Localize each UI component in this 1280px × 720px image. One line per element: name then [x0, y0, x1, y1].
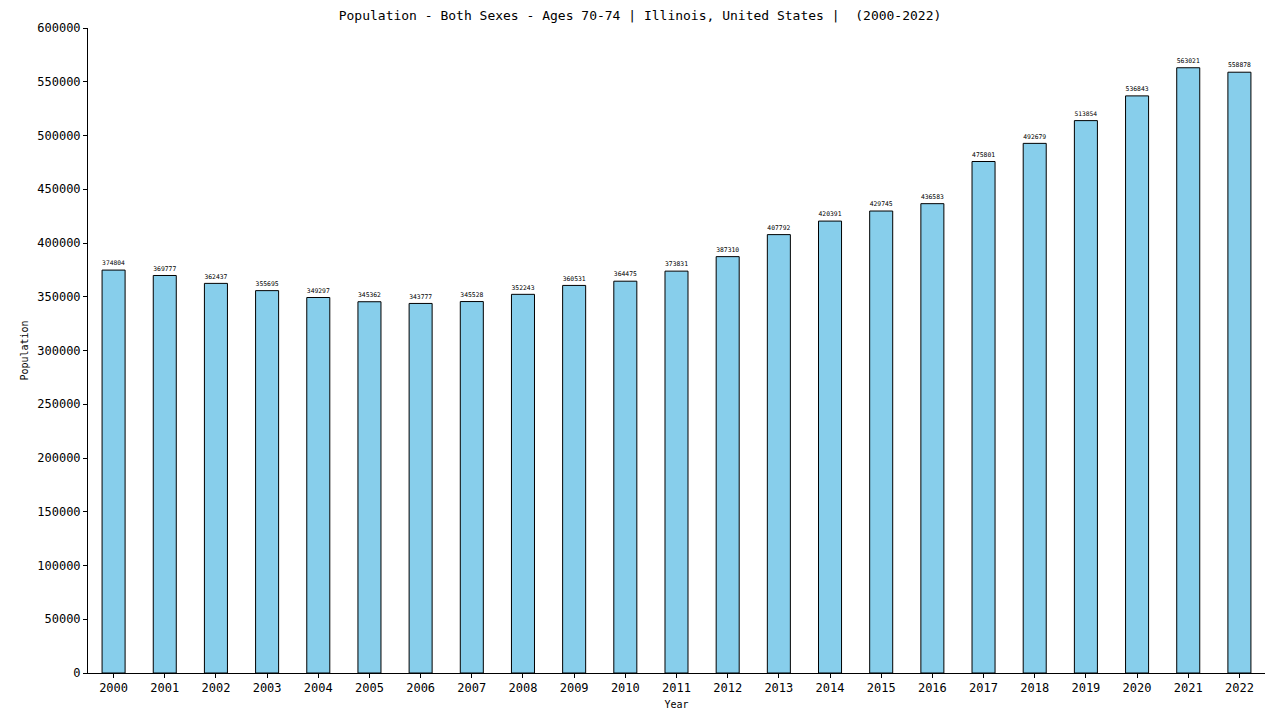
svg-text:2005: 2005: [355, 681, 384, 695]
svg-text:2006: 2006: [406, 681, 435, 695]
svg-text:373831: 373831: [665, 260, 688, 268]
svg-text:0: 0: [73, 666, 80, 680]
svg-text:407792: 407792: [767, 224, 790, 232]
svg-text:2020: 2020: [1123, 681, 1152, 695]
svg-text:352243: 352243: [511, 284, 534, 292]
svg-text:200000: 200000: [37, 451, 80, 465]
svg-text:2012: 2012: [713, 681, 742, 695]
svg-text:420391: 420391: [819, 210, 842, 218]
svg-text:600000: 600000: [37, 21, 80, 35]
svg-text:2001: 2001: [150, 681, 179, 695]
svg-text:2017: 2017: [969, 681, 998, 695]
svg-text:550000: 550000: [37, 75, 80, 89]
svg-text:345362: 345362: [358, 291, 381, 299]
svg-text:492679: 492679: [1023, 133, 1046, 141]
svg-text:355695: 355695: [256, 280, 279, 288]
svg-text:2000: 2000: [99, 681, 128, 695]
svg-text:500000: 500000: [37, 129, 80, 143]
svg-text:Population: Population: [19, 320, 30, 380]
svg-text:374804: 374804: [102, 259, 125, 266]
svg-text:2022: 2022: [1225, 681, 1254, 695]
svg-text:2021: 2021: [1174, 681, 1203, 695]
svg-text:Population - Both Sexes - Ages: Population - Both Sexes - Ages 70-74 | I…: [339, 8, 942, 23]
svg-text:558878: 558878: [1228, 61, 1251, 69]
svg-text:362437: 362437: [204, 273, 227, 281]
svg-text:364475: 364475: [614, 270, 637, 278]
svg-text:345528: 345528: [460, 291, 483, 299]
svg-text:150000: 150000: [37, 505, 80, 519]
svg-text:387310: 387310: [716, 246, 739, 254]
svg-text:2010: 2010: [611, 681, 640, 695]
svg-text:436583: 436583: [921, 193, 944, 201]
svg-text:450000: 450000: [37, 182, 80, 196]
svg-text:2018: 2018: [1020, 681, 1049, 695]
svg-text:475801: 475801: [972, 151, 995, 159]
svg-text:2004: 2004: [304, 681, 333, 695]
svg-text:343777: 343777: [409, 293, 432, 301]
svg-text:563021: 563021: [1177, 57, 1200, 65]
svg-text:369777: 369777: [153, 265, 176, 273]
svg-text:2003: 2003: [253, 681, 282, 695]
svg-text:360531: 360531: [563, 275, 586, 283]
svg-text:2014: 2014: [816, 681, 845, 695]
svg-text:300000: 300000: [37, 344, 80, 358]
svg-text:100000: 100000: [37, 559, 80, 573]
svg-text:2013: 2013: [764, 681, 793, 695]
svg-text:349297: 349297: [307, 287, 330, 295]
svg-text:2016: 2016: [918, 681, 947, 695]
svg-text:2009: 2009: [560, 681, 589, 695]
svg-text:250000: 250000: [37, 397, 80, 411]
svg-text:536843: 536843: [1126, 85, 1149, 93]
svg-text:350000: 350000: [37, 290, 80, 304]
svg-text:2002: 2002: [201, 681, 230, 695]
svg-text:429745: 429745: [870, 200, 893, 208]
svg-text:400000: 400000: [37, 236, 80, 250]
svg-text:2008: 2008: [509, 681, 538, 695]
svg-text:2015: 2015: [867, 681, 896, 695]
svg-text:513854: 513854: [1074, 110, 1097, 117]
svg-text:2011: 2011: [662, 681, 691, 695]
svg-text:2019: 2019: [1071, 681, 1100, 695]
svg-text:Year: Year: [664, 699, 688, 710]
svg-text:50000: 50000: [44, 612, 80, 626]
svg-text:2007: 2007: [457, 681, 486, 695]
